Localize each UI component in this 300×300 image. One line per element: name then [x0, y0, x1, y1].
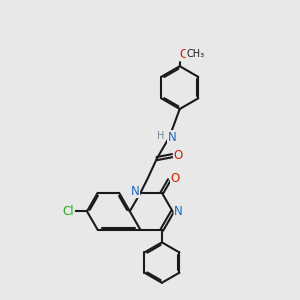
Text: CH₃: CH₃: [186, 49, 204, 59]
Text: O: O: [179, 48, 188, 61]
Text: N: N: [174, 205, 183, 218]
Text: O: O: [174, 149, 183, 162]
Text: O: O: [171, 172, 180, 185]
Text: N: N: [131, 184, 140, 197]
Text: Cl: Cl: [63, 205, 74, 218]
Text: H: H: [157, 131, 165, 141]
Text: N: N: [168, 131, 176, 144]
